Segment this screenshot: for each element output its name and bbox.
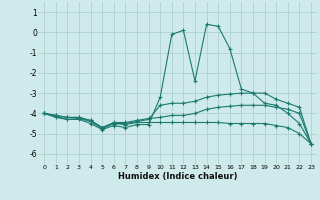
X-axis label: Humidex (Indice chaleur): Humidex (Indice chaleur) [118, 172, 237, 181]
